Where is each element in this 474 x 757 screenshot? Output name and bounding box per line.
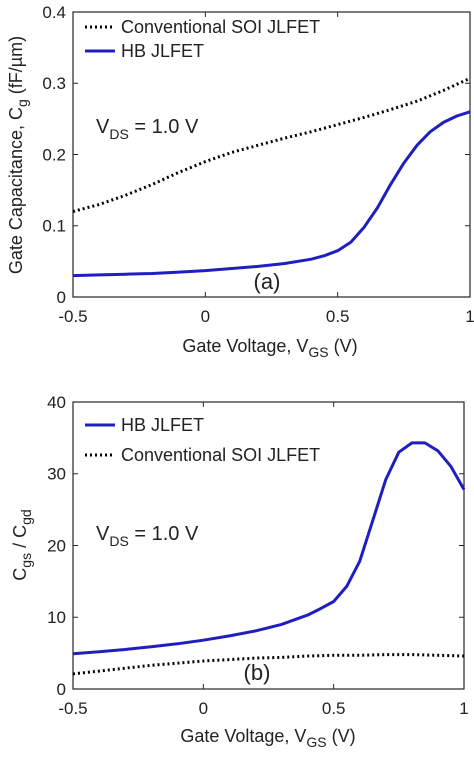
panel-b-x-tick-label: 0 [199,699,208,718]
panel-a-legend-label-hb: HB JLFET [121,41,204,61]
panel-b-x-axis-title: Gate Voltage, VGS (V) [180,726,355,750]
panel-a-chart: -0.5 0 0.5 1 0 0.1 0.2 0.3 0.4 Gate Volt… [6,3,474,360]
panel-b-y-tick-label: 30 [47,465,66,484]
panel-a-ticks [72,11,471,298]
panel-a-y-tick-label: 0 [57,288,66,307]
panel-b-y-tick-label: 20 [47,537,66,556]
panel-b-x-tick-label: 0.5 [322,699,346,718]
panel-b-ticks [72,401,465,690]
panel-a-x-tick-label: 1 [465,307,474,326]
panel-a-y-tick-label: 0.1 [42,217,66,236]
panel-b-legend: HB JLFET Conventional SOI JLFET [85,415,320,465]
panel-a-y-axis-title: Gate Capacitance, Cg (fF/µm) [6,36,30,274]
panel-a-series-hb-jlfet [72,110,471,278]
panel-b-x-tick-label: 1 [459,699,468,718]
panel-a-y-tick-label: 0.2 [42,146,66,165]
panel-b-y-axis-title: Cgs / Cgd [10,509,34,580]
panel-b-vds-annotation: VDS = 1.0 V [96,523,199,549]
panel-a-x-tick-label: 0.5 [326,307,350,326]
panel-a-vds-annotation: VDS = 1.0 V [96,116,199,142]
panel-a-legend: Conventional SOI JLFET HB JLFET [85,17,320,61]
panel-b-label: (b) [244,660,271,685]
panel-b-y-tick-label: 0 [57,680,66,699]
panel-a-x-tick-label: 0 [201,307,210,326]
panel-b-series-conventional-soi-jlfet [72,653,465,676]
panel-b-x-tick-label: -0.5 [58,699,87,718]
panel-a-y-tick-label: 0.4 [42,3,66,22]
panel-b-y-tick-label: 10 [47,608,66,627]
panel-a-x-axis-title: Gate Voltage, VGS (V) [182,336,357,360]
panel-b-plot-frame [72,401,465,690]
panel-b-chart: -0.5 0 0.5 1 0 10 20 30 40 Gate Voltage,… [10,393,469,750]
panel-a-plot-frame [72,11,471,298]
panel-a-x-tick-label: -0.5 [58,307,87,326]
panel-a-series [72,76,471,278]
panel-b-series [72,441,466,676]
panel-a-legend-label-conventional: Conventional SOI JLFET [121,17,320,37]
panel-a-label: (a) [254,269,281,294]
panel-a-series-conventional-soi-jlfet [72,76,471,213]
panel-a-y-tick-label: 0.3 [42,74,66,93]
panel-b-series-hb-jlfet [72,441,466,656]
panel-b-legend-label-hb: HB JLFET [121,415,204,435]
panel-b-legend-label-conventional: Conventional SOI JLFET [121,445,320,465]
panel-b-y-tick-label: 40 [47,393,66,412]
